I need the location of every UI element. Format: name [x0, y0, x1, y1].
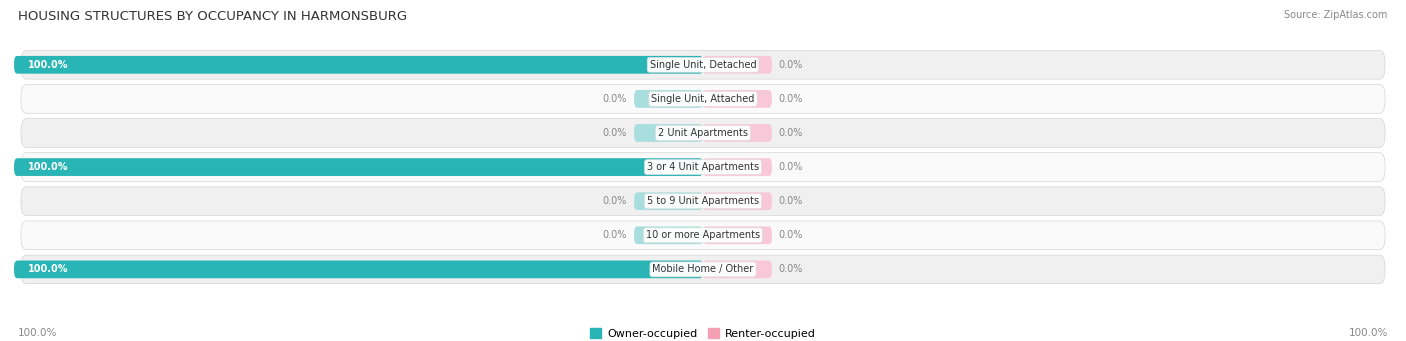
Text: 3 or 4 Unit Apartments: 3 or 4 Unit Apartments [647, 162, 759, 172]
Text: 0.0%: 0.0% [603, 196, 627, 206]
Text: Single Unit, Detached: Single Unit, Detached [650, 60, 756, 70]
Text: 0.0%: 0.0% [779, 94, 803, 104]
FancyBboxPatch shape [21, 50, 1385, 79]
Legend: Owner-occupied, Renter-occupied: Owner-occupied, Renter-occupied [586, 324, 820, 341]
Text: 0.0%: 0.0% [603, 94, 627, 104]
FancyBboxPatch shape [634, 90, 703, 108]
FancyBboxPatch shape [703, 56, 772, 74]
FancyBboxPatch shape [703, 90, 772, 108]
Text: 100.0%: 100.0% [28, 60, 69, 70]
FancyBboxPatch shape [703, 226, 772, 244]
Text: Single Unit, Attached: Single Unit, Attached [651, 94, 755, 104]
Text: 0.0%: 0.0% [779, 60, 803, 70]
FancyBboxPatch shape [21, 119, 1385, 147]
FancyBboxPatch shape [703, 124, 772, 142]
Text: 0.0%: 0.0% [779, 264, 803, 275]
Text: 5 to 9 Unit Apartments: 5 to 9 Unit Apartments [647, 196, 759, 206]
FancyBboxPatch shape [21, 187, 1385, 216]
FancyBboxPatch shape [21, 153, 1385, 181]
FancyBboxPatch shape [703, 261, 772, 278]
Text: 0.0%: 0.0% [603, 230, 627, 240]
FancyBboxPatch shape [21, 255, 1385, 284]
FancyBboxPatch shape [703, 192, 772, 210]
Text: HOUSING STRUCTURES BY OCCUPANCY IN HARMONSBURG: HOUSING STRUCTURES BY OCCUPANCY IN HARMO… [18, 10, 408, 23]
Text: 0.0%: 0.0% [779, 162, 803, 172]
FancyBboxPatch shape [634, 124, 703, 142]
Text: 100.0%: 100.0% [1348, 328, 1388, 338]
Text: 100.0%: 100.0% [18, 328, 58, 338]
Text: 0.0%: 0.0% [603, 128, 627, 138]
Text: Source: ZipAtlas.com: Source: ZipAtlas.com [1284, 10, 1388, 20]
Text: Mobile Home / Other: Mobile Home / Other [652, 264, 754, 275]
FancyBboxPatch shape [21, 85, 1385, 113]
FancyBboxPatch shape [634, 192, 703, 210]
FancyBboxPatch shape [14, 261, 703, 278]
Text: 0.0%: 0.0% [779, 230, 803, 240]
Text: 10 or more Apartments: 10 or more Apartments [645, 230, 761, 240]
Text: 0.0%: 0.0% [779, 196, 803, 206]
FancyBboxPatch shape [634, 226, 703, 244]
FancyBboxPatch shape [21, 221, 1385, 250]
Text: 100.0%: 100.0% [28, 264, 69, 275]
Text: 100.0%: 100.0% [28, 162, 69, 172]
Text: 2 Unit Apartments: 2 Unit Apartments [658, 128, 748, 138]
Text: 0.0%: 0.0% [779, 128, 803, 138]
FancyBboxPatch shape [14, 56, 703, 74]
FancyBboxPatch shape [14, 158, 703, 176]
FancyBboxPatch shape [703, 158, 772, 176]
